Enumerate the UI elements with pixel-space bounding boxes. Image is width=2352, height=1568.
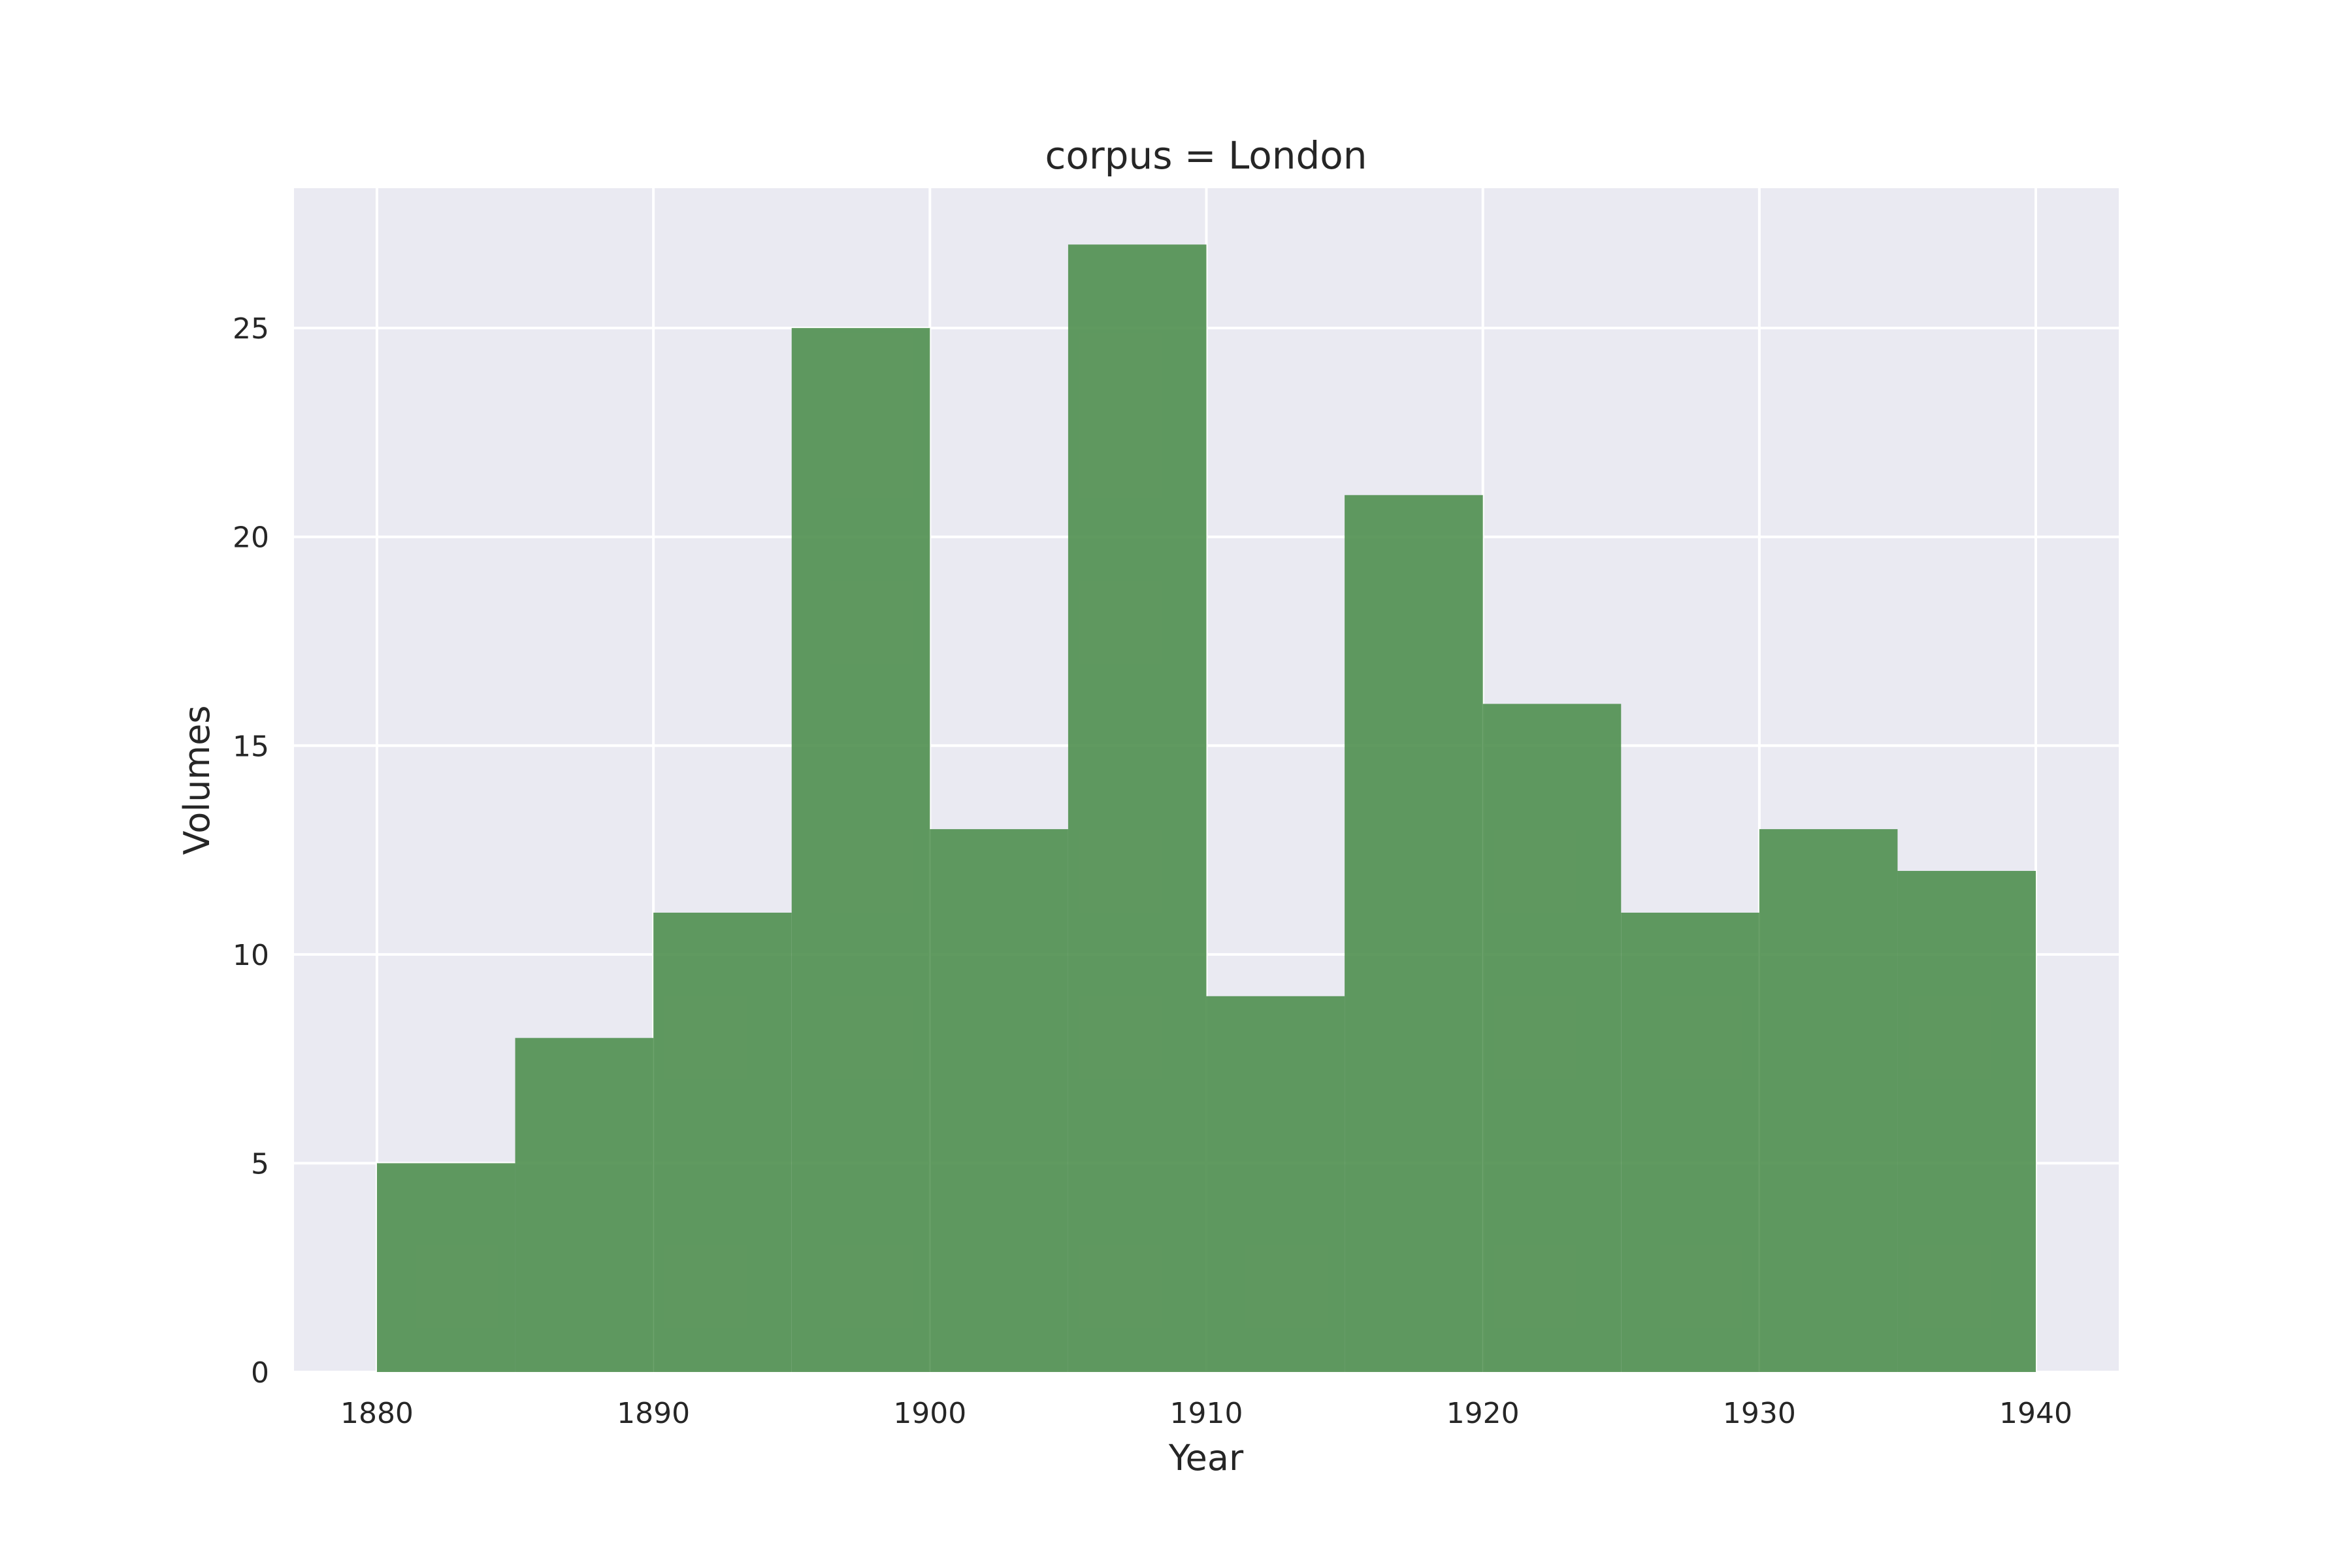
y-tick-label: 25 (233, 312, 269, 346)
x-tick-label: 1890 (617, 1397, 690, 1430)
x-tick-label: 1940 (1999, 1397, 2072, 1430)
histogram-bar (1759, 829, 1898, 1372)
y-axis-title: Volumes (176, 706, 218, 855)
x-tick-label: 1920 (1446, 1397, 1520, 1430)
x-tick-label: 1930 (1723, 1397, 1796, 1430)
histogram-bar (1621, 912, 1759, 1372)
y-tick-labels: 0 5 10 15 20 25 (233, 312, 269, 1390)
y-tick-label: 15 (233, 730, 269, 763)
x-tick-label: 1900 (893, 1397, 966, 1430)
histogram-bar (1897, 871, 2036, 1372)
x-tick-labels: 1880 1890 1900 1910 1920 1930 1940 (340, 1397, 2072, 1430)
x-axis-title: Year (1168, 1437, 1244, 1478)
chart-title: corpus = London (1045, 133, 1367, 178)
histogram-bar (791, 328, 930, 1372)
bars (376, 244, 2036, 1373)
histogram-bar (1482, 704, 1622, 1372)
x-tick-label: 1910 (1170, 1397, 1243, 1430)
histogram-bar (376, 1163, 515, 1372)
histogram-bar (653, 912, 792, 1372)
y-tick-label: 10 (233, 939, 269, 972)
histogram-bar (515, 1037, 654, 1372)
histogram-bar (1068, 244, 1207, 1373)
histogram-bar (1345, 495, 1483, 1372)
y-tick-label: 0 (251, 1356, 269, 1390)
histogram-bar (930, 829, 1068, 1372)
histogram-bar (1206, 996, 1345, 1372)
y-tick-label: 20 (233, 521, 269, 555)
x-tick-label: 1880 (340, 1397, 414, 1430)
y-tick-label: 5 (251, 1147, 269, 1181)
